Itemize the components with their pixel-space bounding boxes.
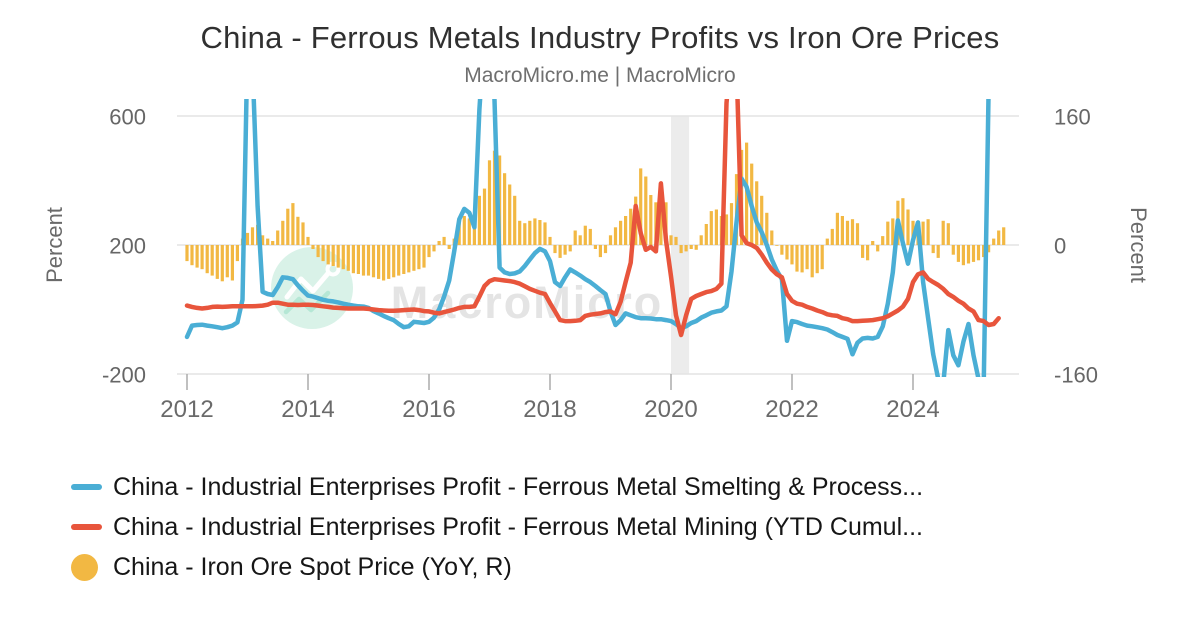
- legend: China - Industrial Enterprises Profit - …: [71, 467, 923, 587]
- macromicro-zigzag-logo-icon: [284, 268, 333, 300]
- page-title: China - Ferrous Metals Industry Profits …: [200, 20, 1000, 55]
- y-axis-right-title: Percent: [1126, 207, 1151, 283]
- x-axis-labels: 2012 2014 2016 2018 2020 2022 2024: [160, 396, 939, 423]
- y-axis-right-ticks: 160 0 -160: [1054, 105, 1098, 388]
- legend-label-mining: China - Industrial Enterprises Profit - …: [113, 512, 923, 541]
- legend-marker-box: [71, 484, 113, 490]
- x-tick-2018: 2018: [523, 396, 576, 423]
- x-tick-2016: 2016: [402, 396, 455, 423]
- legend-item-mining-profit[interactable]: China - Industrial Enterprises Profit - …: [71, 507, 923, 547]
- x-tick-2012: 2012: [160, 396, 213, 423]
- y-left-tick-600: 600: [109, 105, 146, 130]
- y-left-tick-200: 200: [109, 234, 146, 259]
- y-right-tick-neg160: -160: [1054, 363, 1098, 388]
- x-tick-2022: 2022: [765, 396, 818, 423]
- legend-label-iron-ore: China - Iron Ore Spot Price (YoY, R): [113, 552, 512, 581]
- x-tick-2014: 2014: [281, 396, 334, 423]
- y-right-tick-160: 160: [1054, 105, 1091, 130]
- legend-item-iron-ore-price[interactable]: China - Iron Ore Spot Price (YoY, R): [71, 547, 923, 587]
- blue-line-marker-icon: [71, 484, 102, 490]
- y-axis-left-ticks: 600 200 -200: [102, 105, 146, 388]
- watermark: MacroMicro: [271, 247, 661, 329]
- legend-label-smelting: China - Industrial Enterprises Profit - …: [113, 472, 924, 501]
- red-line-marker-icon: [71, 524, 102, 530]
- x-tick-2020: 2020: [644, 396, 697, 423]
- yellow-circle-marker-icon: [71, 553, 98, 581]
- y-left-tick-neg200: -200: [102, 363, 146, 388]
- legend-item-smelting-profit[interactable]: China - Industrial Enterprises Profit - …: [71, 467, 923, 507]
- y-right-tick-0: 0: [1054, 234, 1066, 259]
- iron-ore-bars-series: [185, 142, 1006, 282]
- legend-marker-box: [71, 524, 113, 530]
- legend-marker-box: [71, 553, 113, 581]
- x-tick-2024: 2024: [886, 396, 939, 423]
- page-subtitle: MacroMicro.me | MacroMicro: [464, 64, 736, 87]
- y-axis-left-title: Percent: [42, 207, 67, 283]
- x-tick-marks: [186, 374, 914, 390]
- profit-line-series: [184, 99, 1001, 377]
